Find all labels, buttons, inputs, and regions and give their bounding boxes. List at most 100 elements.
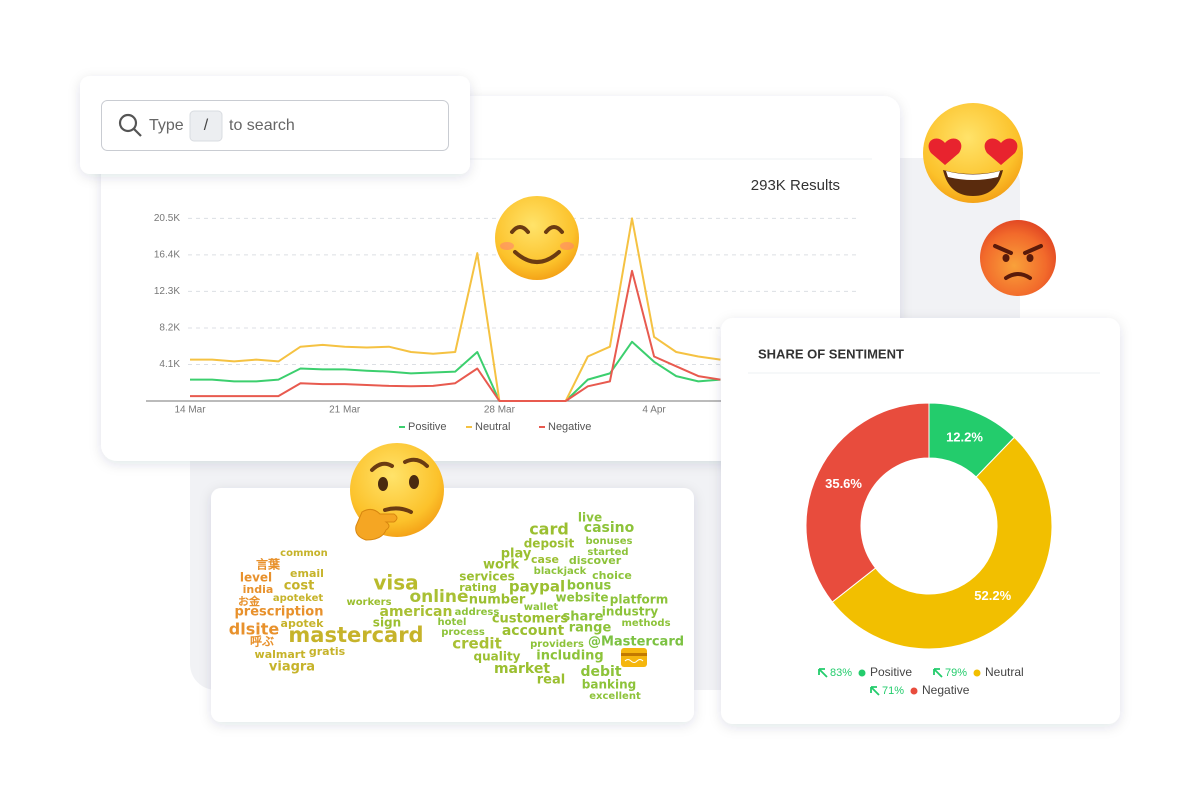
word: cost	[284, 579, 315, 594]
word: including	[536, 649, 603, 664]
word: customers	[492, 612, 569, 627]
legend-label: Positive	[408, 421, 447, 433]
word: gratis	[309, 645, 346, 658]
word: 呼ぶ	[250, 634, 274, 649]
word: blackjack	[534, 566, 587, 577]
word: real	[537, 673, 565, 688]
word: wallet	[524, 602, 559, 613]
word: case	[531, 553, 559, 566]
word: india	[243, 583, 274, 596]
change-label: 83%	[830, 667, 852, 679]
donut-segment	[831, 436, 1053, 650]
word: お金	[238, 594, 261, 608]
word: providers	[530, 639, 584, 650]
word: walmart	[255, 648, 306, 661]
data-label: 35.6%	[825, 476, 862, 491]
word: play	[501, 547, 532, 562]
word: methods	[621, 618, 670, 629]
word: address	[455, 607, 500, 618]
word: live	[578, 511, 602, 525]
series-line	[190, 217, 721, 402]
word: account	[502, 623, 565, 639]
word: process	[441, 627, 485, 638]
word: work	[483, 558, 519, 573]
word: website	[556, 591, 609, 605]
line-card	[101, 96, 900, 461]
search-input[interactable]	[101, 100, 449, 151]
word: 言葉	[256, 557, 281, 572]
word: market	[494, 661, 550, 677]
word: viagra	[269, 660, 315, 675]
search-label: to search	[229, 117, 295, 134]
x-tick-label: 14 Mar	[174, 405, 206, 416]
word: services	[459, 570, 515, 584]
word: rating	[459, 581, 497, 594]
series-line	[190, 269, 721, 402]
word: @Mastercard	[588, 635, 684, 650]
emoji-heart-eyes	[923, 103, 1023, 203]
word: range	[569, 621, 612, 636]
emoji-angry	[980, 220, 1056, 296]
word: apoteket	[273, 593, 324, 604]
donut-title: SHARE OF SENTIMENT	[758, 346, 904, 361]
y-tick-label: 8.2K	[159, 323, 180, 334]
emoji-thinking	[350, 443, 444, 541]
word: apotek	[281, 617, 325, 630]
y-tick-label: 20.5K	[154, 213, 180, 224]
word: dlsite	[229, 620, 280, 639]
legend-label: Positive	[870, 665, 912, 679]
data-label: 52.2%	[974, 588, 1011, 603]
word: started	[587, 547, 628, 558]
word: bonus	[567, 579, 612, 594]
legend-label: Negative	[548, 421, 591, 433]
word: bonuses	[586, 536, 633, 547]
word: quality	[473, 650, 520, 664]
legend-label: Negative	[922, 683, 970, 697]
y-tick-label: 4.1K	[159, 359, 180, 370]
word-cloud-card	[211, 488, 694, 722]
word: banking	[582, 678, 636, 692]
word: level	[240, 571, 272, 585]
search-icon	[118, 113, 142, 137]
key-hint-text: /	[204, 117, 209, 134]
change-arrow	[870, 686, 880, 696]
change-arrow	[818, 668, 828, 678]
results-count: 293K Results	[751, 177, 840, 194]
word: prescription	[234, 605, 323, 620]
donut-chart: 12.2% 52.2% 35.6% 83% Positive 79% Neutral 71% N…	[805, 402, 1053, 697]
donut-segment	[805, 402, 930, 603]
data-label: 12.2%	[946, 429, 983, 444]
change-label: 79%	[945, 667, 967, 679]
legend-dot	[910, 687, 918, 695]
word: card	[529, 520, 569, 539]
word: paypal	[509, 578, 565, 596]
card-icon	[621, 648, 647, 667]
legend-label: Neutral	[475, 421, 510, 433]
change-arrow	[933, 668, 943, 678]
x-tick-label: 28 Mar	[484, 405, 516, 416]
word: online	[409, 587, 468, 607]
word: number	[469, 593, 526, 608]
word: industry	[602, 605, 659, 619]
y-tick-label: 12.3K	[154, 286, 180, 297]
word: debit	[580, 664, 621, 680]
key-hint	[189, 110, 223, 142]
x-tick-label: 4 Apr	[642, 405, 666, 416]
word: deposit	[524, 537, 575, 551]
legend-label: Neutral	[985, 665, 1024, 679]
word: american	[380, 604, 453, 620]
x-tick-label: 21 Mar	[329, 405, 361, 416]
word: casino	[584, 520, 635, 536]
change-label: 71%	[882, 685, 904, 697]
word: common	[280, 548, 328, 559]
word: workers	[346, 597, 391, 608]
word: choice	[592, 569, 632, 582]
word: email	[290, 567, 324, 580]
emoji-smile	[495, 196, 579, 280]
word: visa	[373, 571, 418, 595]
word: hotel	[438, 617, 467, 628]
search-label: Type	[149, 117, 184, 134]
